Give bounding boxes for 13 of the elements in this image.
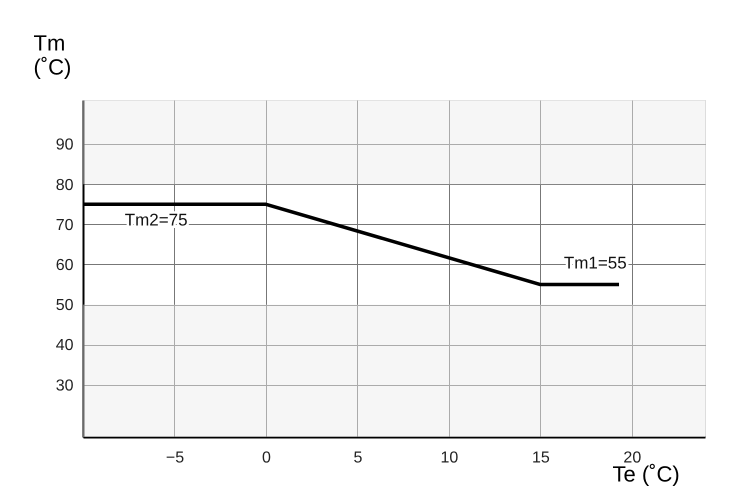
x-tick-label: 10 bbox=[440, 450, 458, 466]
y-axis-title: Tm (˚C) bbox=[34, 30, 72, 80]
x-tick-label: 15 bbox=[532, 450, 550, 466]
y-tick-label: 50 bbox=[56, 297, 74, 314]
y-tick-label: 70 bbox=[56, 216, 74, 234]
y-tick-label: 40 bbox=[56, 337, 74, 354]
y-tick-label: 60 bbox=[56, 256, 74, 274]
x-tick-label: −5 bbox=[166, 450, 184, 466]
y-tick-label: 80 bbox=[56, 176, 74, 194]
x-tick-label: 5 bbox=[353, 450, 362, 466]
y-tick-label: 30 bbox=[56, 377, 74, 394]
x-tick-label: 0 bbox=[262, 450, 271, 466]
y-tick-label: 90 bbox=[56, 136, 74, 154]
